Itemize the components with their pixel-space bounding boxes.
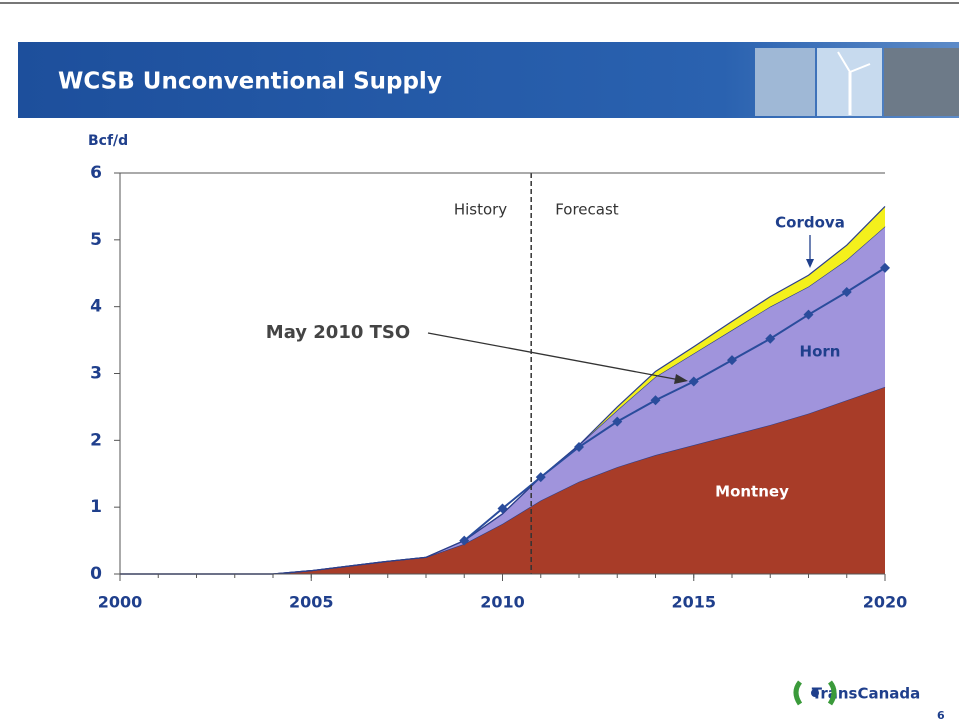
x-tick-label: 2000 xyxy=(98,593,143,612)
history-label: History xyxy=(454,201,507,219)
series-label: Cordova xyxy=(775,214,845,232)
slide: WCSB Unconventional Supply Bcf/d TransCa… xyxy=(0,0,959,723)
y-tick-label: 4 xyxy=(90,297,102,317)
page-number: 6 xyxy=(937,709,945,722)
y-tick-label: 1 xyxy=(90,497,102,517)
slide-title: WCSB Unconventional Supply xyxy=(58,69,442,95)
header-image xyxy=(884,48,959,116)
logo-text: TransCanada xyxy=(812,685,921,703)
x-tick-label: 2015 xyxy=(671,593,716,612)
logo-mark xyxy=(811,689,819,697)
y-tick-label: 2 xyxy=(90,430,102,450)
y-tick-label: 3 xyxy=(90,364,102,384)
series-label: May 2010 TSO xyxy=(266,322,410,343)
y-axis-label: Bcf/d xyxy=(88,133,128,149)
y-tick-label: 0 xyxy=(90,564,102,584)
series-label: Montney xyxy=(715,483,789,501)
header-images xyxy=(755,48,959,116)
x-tick-label: 2010 xyxy=(480,593,525,612)
x-tick-label: 2020 xyxy=(863,593,908,612)
x-tick-label: 2005 xyxy=(289,593,334,612)
forecast-label: Forecast xyxy=(555,201,619,219)
y-tick-label: 6 xyxy=(90,163,102,183)
series-label: Horn xyxy=(800,343,841,361)
y-tick-label: 5 xyxy=(90,230,102,250)
header-image xyxy=(755,48,815,116)
